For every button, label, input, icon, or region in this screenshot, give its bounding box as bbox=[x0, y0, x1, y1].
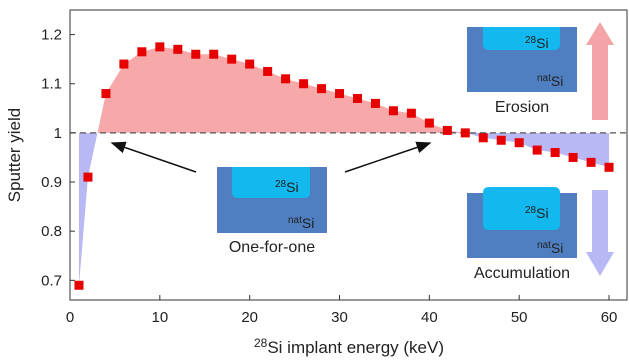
y-tick-label: 0.9 bbox=[41, 174, 62, 191]
area-above bbox=[78, 46, 610, 133]
x-tick-label: 30 bbox=[331, 309, 348, 326]
inset-label: 28Si bbox=[525, 35, 549, 51]
data-point bbox=[478, 133, 488, 143]
data-point bbox=[137, 47, 147, 57]
data-point bbox=[514, 138, 524, 148]
data-point bbox=[604, 162, 614, 172]
inset-caption: Accumulation bbox=[474, 265, 570, 282]
data-point bbox=[83, 172, 93, 182]
inset-label: natSi bbox=[288, 215, 314, 231]
pointer-arrow bbox=[344, 141, 432, 173]
inset-caption: One-for-one bbox=[229, 239, 315, 256]
x-tick-label: 10 bbox=[151, 309, 168, 326]
inset-label: 28Si bbox=[525, 205, 549, 221]
x-tick-label: 0 bbox=[66, 309, 74, 326]
data-point bbox=[119, 59, 129, 69]
data-point bbox=[442, 125, 452, 135]
inset-label: natSi bbox=[537, 73, 563, 89]
accumulation-arrow bbox=[586, 190, 614, 276]
data-point bbox=[281, 74, 291, 84]
data-point bbox=[191, 49, 201, 59]
data-point bbox=[74, 280, 84, 290]
inset-erosion: 28Si natSi Erosion bbox=[467, 27, 577, 118]
x-tick-label: 40 bbox=[421, 309, 438, 326]
x-axis-label: 28Si implant energy (keV) bbox=[254, 336, 444, 357]
data-point bbox=[370, 98, 380, 108]
data-point bbox=[424, 118, 434, 128]
x-tick-label: 50 bbox=[511, 309, 528, 326]
y-tick-label: 1 bbox=[54, 125, 62, 142]
data-point bbox=[155, 42, 165, 52]
plot-frame bbox=[69, 9, 628, 301]
x-tick-label: 20 bbox=[241, 309, 258, 326]
data-point bbox=[299, 79, 309, 89]
inset-one-for-one: 28Si natSi One-for-one bbox=[215, 167, 329, 258]
data-point bbox=[352, 93, 362, 103]
inset-accumulation: 28Si natSi Accumulation bbox=[464, 187, 580, 284]
data-point bbox=[532, 145, 542, 155]
data-point bbox=[406, 108, 416, 118]
data-point bbox=[209, 49, 219, 59]
data-point bbox=[101, 89, 111, 99]
data-point bbox=[568, 152, 578, 162]
data-point bbox=[496, 135, 506, 145]
inset-label: 28Si bbox=[275, 179, 299, 195]
data-point bbox=[317, 84, 327, 94]
y-tick-label: 0.8 bbox=[41, 223, 62, 240]
data-point bbox=[263, 66, 273, 76]
data-point bbox=[335, 89, 345, 99]
y-tick-label: 0.7 bbox=[41, 272, 62, 289]
erosion-arrow bbox=[586, 22, 614, 120]
x-tick-label: 60 bbox=[601, 309, 618, 326]
data-point bbox=[586, 157, 596, 167]
y-tick-label: 1.2 bbox=[41, 27, 62, 44]
data-point bbox=[173, 44, 183, 54]
pointer-arrow bbox=[110, 141, 197, 173]
data-point bbox=[245, 59, 255, 69]
data-point bbox=[227, 54, 237, 64]
y-tick-label: 1.1 bbox=[41, 76, 62, 93]
data-point bbox=[550, 148, 560, 158]
y-axis-label: Sputter yield bbox=[5, 108, 24, 203]
inset-caption: Erosion bbox=[495, 99, 549, 116]
inset-label: natSi bbox=[537, 240, 563, 256]
data-point bbox=[460, 128, 470, 138]
data-point bbox=[388, 106, 398, 116]
